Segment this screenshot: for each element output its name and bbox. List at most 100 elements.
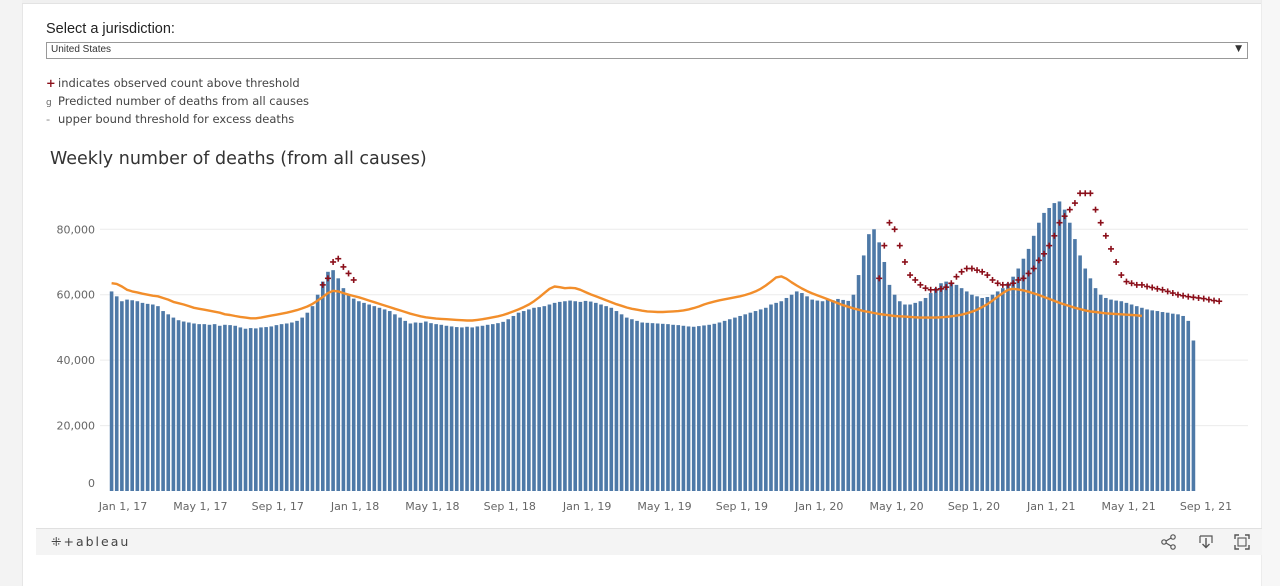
bar — [480, 325, 485, 491]
excess-marker — [937, 285, 944, 292]
bar — [1031, 235, 1036, 491]
bar — [727, 319, 732, 491]
bar — [501, 321, 505, 491]
bar — [1093, 288, 1098, 491]
bar — [1098, 294, 1103, 491]
bar — [125, 299, 129, 491]
dropdown-arrow-icon[interactable]: ▼ — [1235, 44, 1242, 54]
bar — [279, 324, 284, 491]
bar — [1104, 297, 1108, 491]
excess-marker — [1144, 283, 1151, 290]
bar — [851, 294, 856, 491]
excess-marker — [963, 265, 970, 272]
bar — [1078, 255, 1082, 491]
bar — [805, 296, 809, 491]
bar — [913, 302, 918, 491]
jurisdiction-select[interactable]: United States ▼ — [46, 42, 1248, 59]
legend-predicted: g Predicted number of deaths from all cau… — [46, 94, 310, 108]
legend-threshold: - upper bound threshold for excess deaths — [46, 112, 295, 126]
bar — [661, 323, 665, 491]
x-tick-label: May 1, 20 — [869, 500, 923, 513]
bar — [1016, 268, 1021, 491]
bar — [496, 323, 500, 491]
tableau-logo[interactable]: ⁜+ableau — [51, 534, 131, 549]
excess-marker — [1159, 286, 1166, 293]
bar — [908, 304, 912, 491]
bar — [552, 302, 557, 491]
share-icon[interactable] — [1160, 533, 1178, 551]
bar — [882, 261, 887, 491]
bar — [831, 300, 835, 491]
bar — [372, 306, 377, 491]
threshold-line — [111, 275, 1143, 322]
bar — [774, 302, 778, 491]
bar — [619, 314, 624, 491]
bar — [114, 296, 119, 491]
jurisdiction-label: Select a jurisdiction: — [46, 21, 175, 37]
excess-marker — [974, 267, 981, 274]
bar — [877, 242, 881, 491]
y-axis-ticks: 0 20,000 40,000 60,000 80,000 — [57, 223, 96, 490]
bar — [1109, 299, 1113, 491]
bar — [557, 301, 562, 491]
x-tick-label: Sep 1, 18 — [484, 500, 536, 513]
bar — [800, 293, 804, 491]
bar — [521, 311, 526, 491]
bar — [599, 304, 603, 491]
bar — [377, 307, 382, 491]
bar — [707, 324, 711, 491]
bar — [171, 317, 176, 491]
bar — [341, 288, 346, 491]
bar — [970, 294, 974, 491]
bar — [233, 325, 238, 491]
excess-marker — [989, 276, 996, 283]
x-tick-label: Jan 1, 18 — [330, 500, 379, 513]
excess-marker — [1205, 296, 1212, 303]
bar — [954, 284, 959, 491]
bar — [594, 302, 598, 491]
bar — [614, 311, 619, 491]
excess-marker — [948, 280, 955, 287]
bar — [645, 322, 650, 491]
bar — [1176, 314, 1180, 491]
bar — [1052, 203, 1057, 491]
excess-marker — [1123, 278, 1130, 285]
bar — [1165, 312, 1170, 491]
bar — [527, 309, 531, 491]
bar — [506, 319, 511, 491]
bar — [1160, 312, 1165, 491]
bar — [841, 299, 845, 491]
bar — [156, 306, 160, 491]
bar — [820, 301, 825, 491]
excess-marker — [953, 273, 960, 280]
download-icon[interactable] — [1197, 533, 1215, 551]
bar — [274, 325, 279, 491]
bar — [290, 322, 294, 491]
bar — [578, 301, 583, 491]
excess-marker — [340, 263, 347, 270]
excess-marker — [1118, 272, 1125, 279]
bar — [413, 322, 418, 491]
excess-marker — [1185, 293, 1192, 300]
excess-marker — [896, 242, 903, 249]
bar — [207, 324, 212, 491]
bar — [264, 327, 268, 491]
bar — [382, 309, 387, 491]
bar — [387, 311, 392, 491]
bar — [1140, 307, 1144, 491]
bar — [944, 281, 948, 491]
excess-marker — [1138, 281, 1145, 288]
fullscreen-icon[interactable] — [1233, 533, 1251, 551]
bar — [254, 328, 258, 491]
bar — [758, 309, 763, 491]
x-tick-label: Jan 1, 17 — [98, 500, 147, 513]
y-tick-label: 20,000 — [57, 420, 96, 433]
y-tick-label: 80,000 — [57, 223, 96, 236]
bar — [310, 306, 315, 491]
bar — [681, 325, 686, 491]
bar — [892, 294, 897, 491]
bar — [810, 299, 815, 491]
bar — [928, 293, 933, 491]
excess-marker — [999, 281, 1006, 288]
bar-glyph-icon: g — [46, 98, 52, 108]
